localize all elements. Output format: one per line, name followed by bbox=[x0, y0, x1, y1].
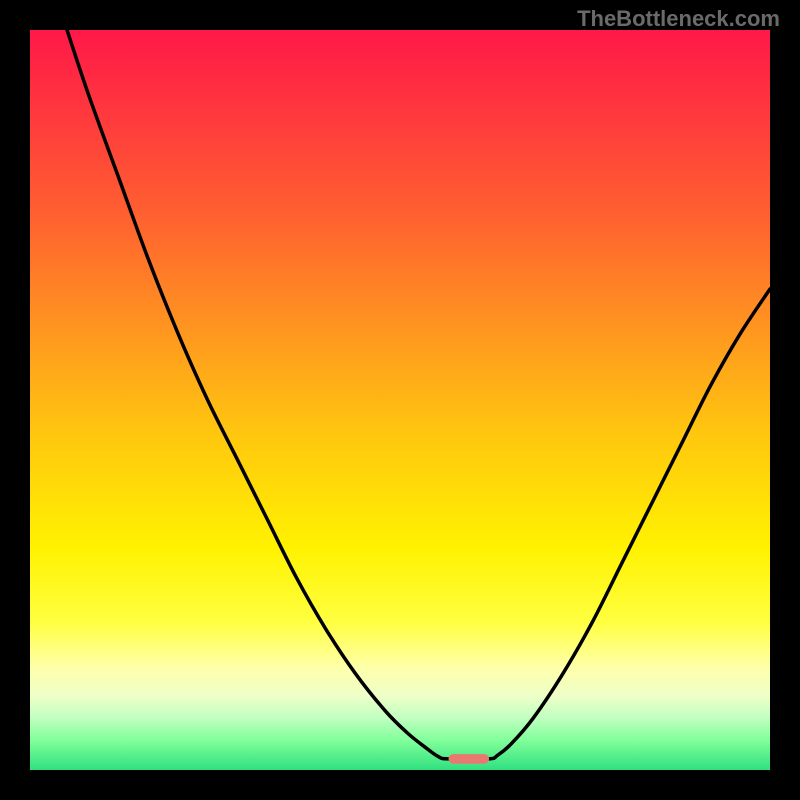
chart-background bbox=[30, 30, 770, 770]
bottleneck-chart bbox=[30, 30, 770, 770]
chart-container bbox=[30, 30, 770, 770]
optimal-marker bbox=[448, 754, 489, 764]
watermark-text: TheBottleneck.com bbox=[577, 6, 780, 32]
